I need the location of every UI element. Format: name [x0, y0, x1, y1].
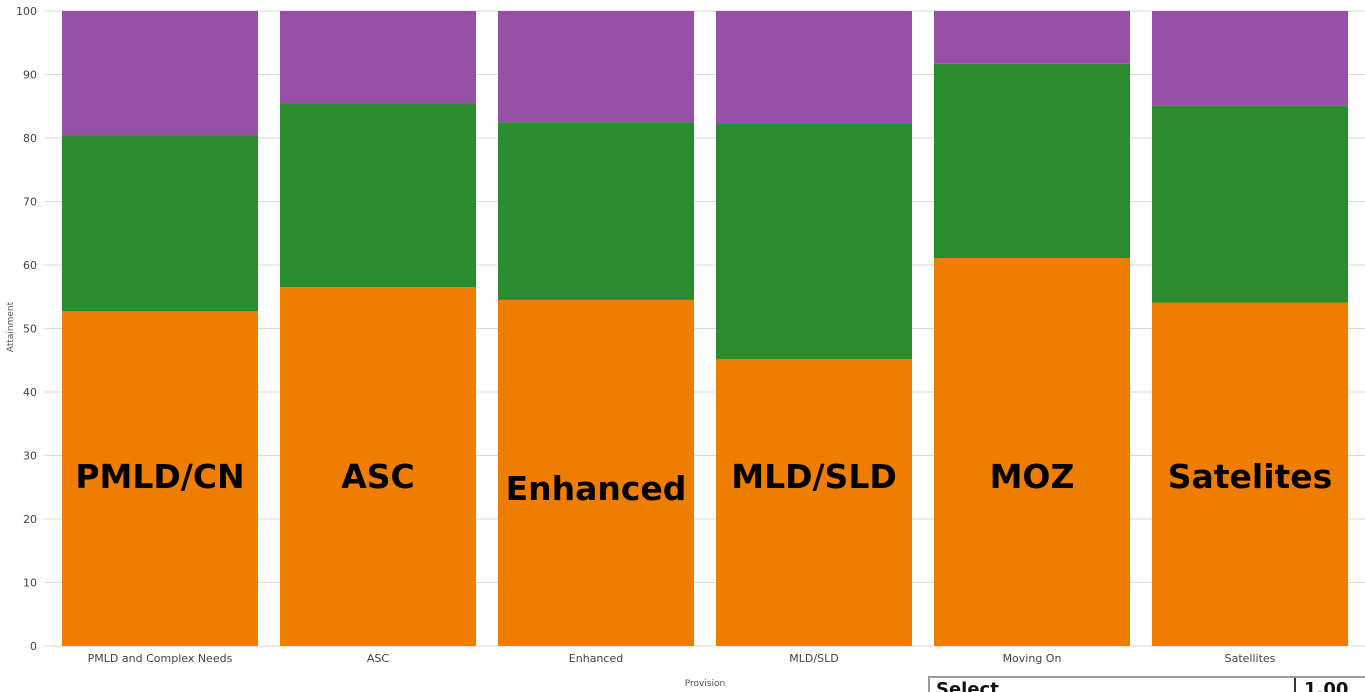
- y-tick-label: 50: [23, 323, 37, 336]
- y-tick-label: 30: [23, 450, 37, 463]
- y-tick-label: 40: [23, 386, 37, 399]
- overlay-label: MLD/SLD: [731, 457, 897, 496]
- y-tick-label: 100: [16, 5, 37, 18]
- bar-segment: [498, 11, 694, 123]
- bar-segment: [62, 311, 258, 646]
- y-tick-label: 70: [23, 196, 37, 209]
- x-tick-label: MLD/SLD: [789, 652, 838, 665]
- x-tick-label: ASC: [367, 652, 390, 665]
- bar-segment: [934, 258, 1130, 646]
- x-tick-label: Moving On: [1003, 652, 1062, 665]
- select-panel[interactable]: Select 1.00: [928, 676, 1365, 692]
- overlay-label: MOZ: [990, 457, 1075, 496]
- select-label: Select: [936, 679, 999, 692]
- bar-segment: [716, 11, 912, 125]
- bar-segment: [280, 103, 476, 288]
- overlay-label: PMLD/CN: [75, 457, 244, 496]
- bar-segment: [716, 358, 912, 646]
- y-axis-title: Attainment: [6, 301, 16, 352]
- x-tick-label: Satellites: [1225, 652, 1276, 665]
- y-axis-ticks: 0 10 20 30 40 50 60 70 80 90 100: [16, 5, 37, 653]
- x-axis-title: Provision: [685, 679, 726, 689]
- bars: [62, 11, 1348, 646]
- bar-segment: [498, 122, 694, 300]
- y-tick-label: 80: [23, 132, 37, 145]
- bar-segment: [280, 287, 476, 646]
- overlay-labels: PMLD/CN ASC Enhanced MLD/SLD MOZ Satelites: [75, 457, 1332, 508]
- bar-segment: [1152, 105, 1348, 303]
- bar-segment: [716, 124, 912, 359]
- y-tick-label: 0: [30, 640, 37, 653]
- bar-segment: [934, 11, 1130, 64]
- overlay-label: Satelites: [1168, 457, 1333, 496]
- x-tick-label: Enhanced: [569, 652, 623, 665]
- x-axis-ticks: PMLD and Complex Needs ASC Enhanced MLD/SLD…: [88, 652, 1276, 665]
- y-tick-label: 10: [23, 577, 37, 590]
- bar-segment: [934, 63, 1130, 259]
- bar-segment: [62, 135, 258, 312]
- bar-segment: [1152, 11, 1348, 106]
- y-tick-label: 60: [23, 259, 37, 272]
- x-tick-label: PMLD and Complex Needs: [88, 652, 233, 665]
- y-tick-label: 90: [23, 69, 37, 82]
- gridlines: [44, 10, 1365, 647]
- bar-segment: [280, 11, 476, 104]
- bar-segment: [62, 11, 258, 136]
- bar-segment: [498, 299, 694, 646]
- overlay-label: ASC: [341, 457, 415, 496]
- bar-segment: [1152, 302, 1348, 646]
- y-tick-label: 20: [23, 513, 37, 526]
- panel-divider: [1294, 678, 1296, 692]
- overlay-label: Enhanced: [506, 469, 687, 508]
- select-value: 1.00: [1304, 679, 1349, 692]
